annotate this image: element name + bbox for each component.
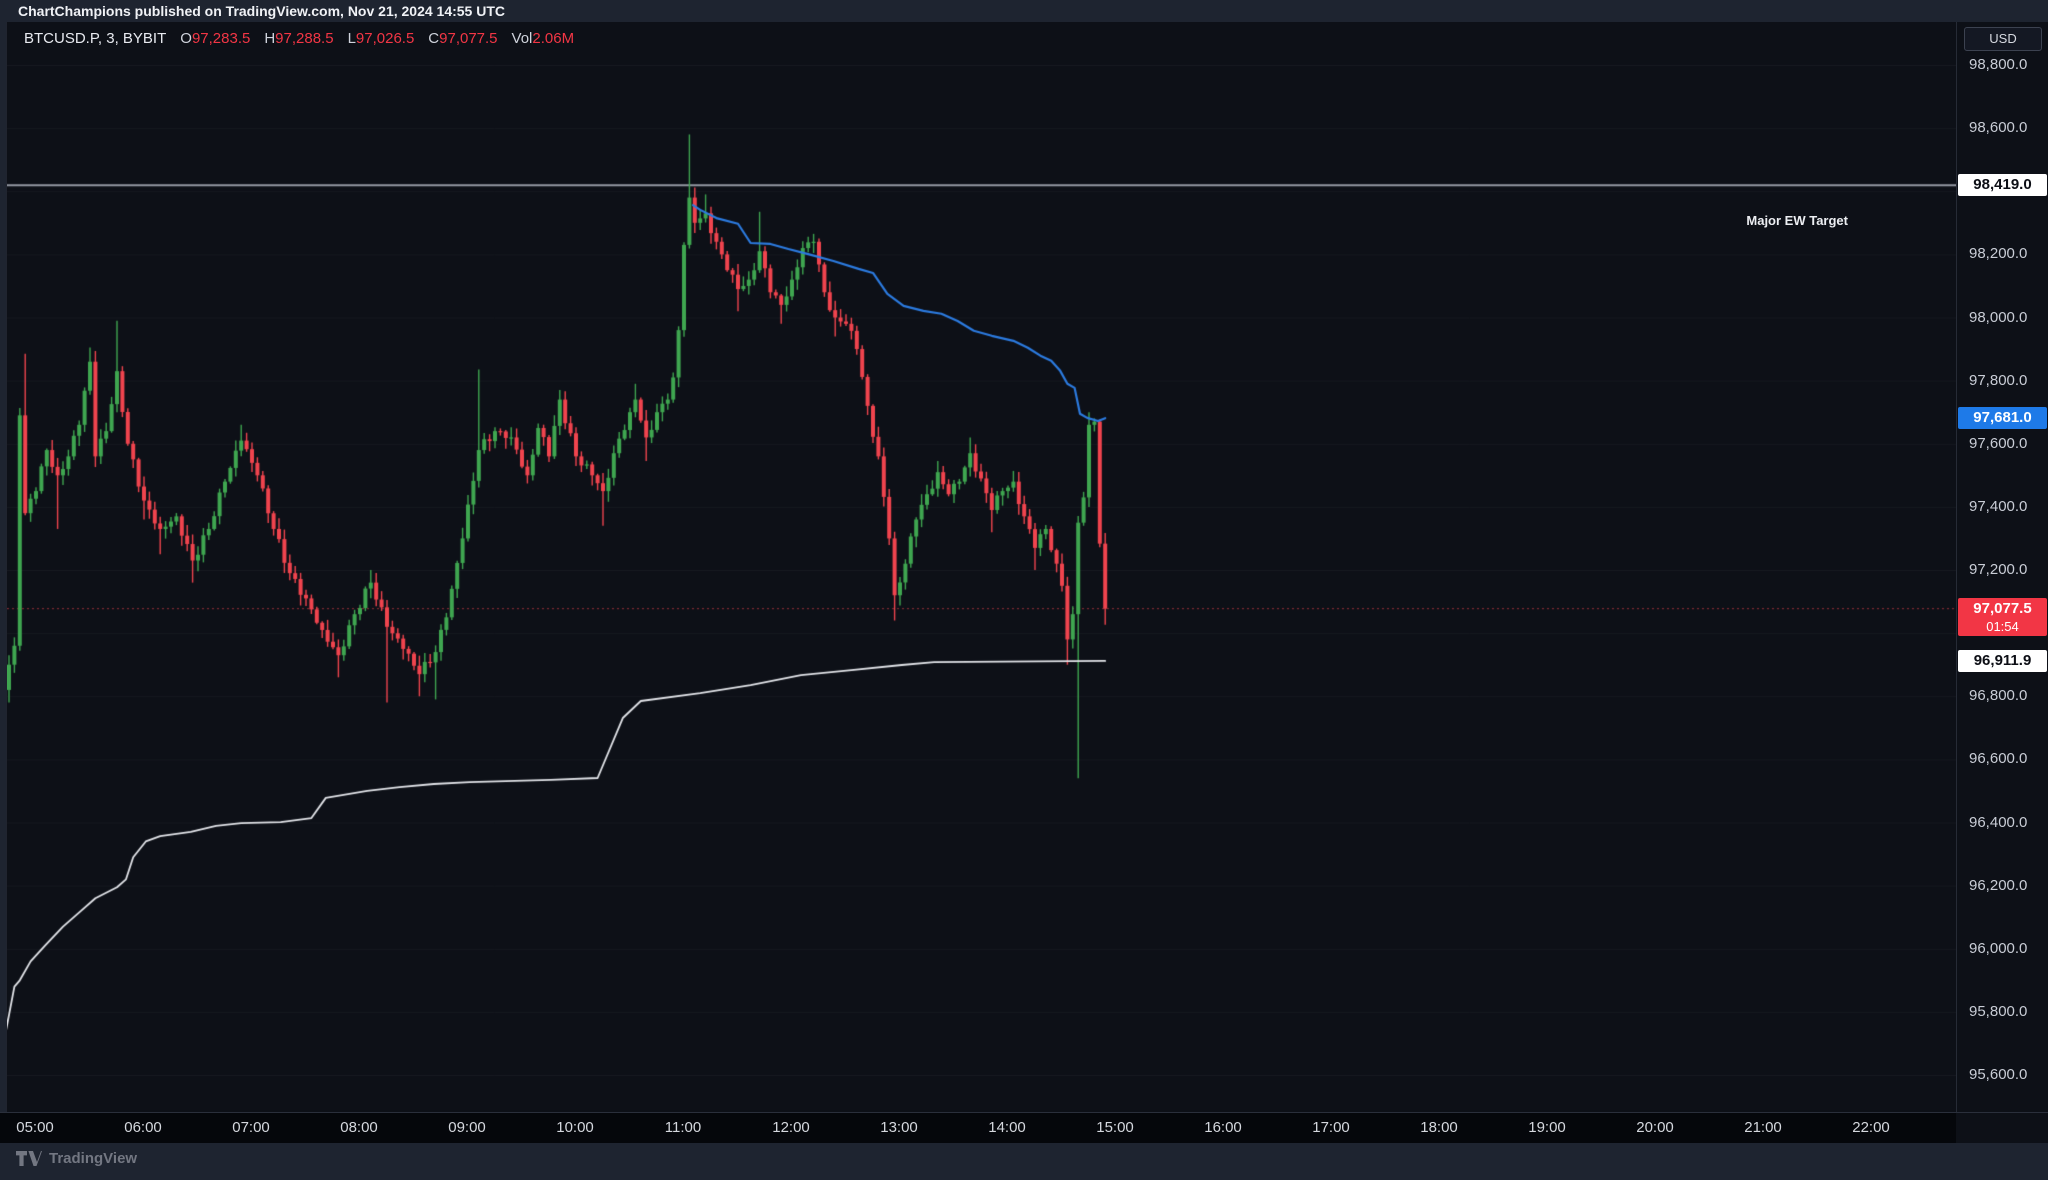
symbol-status-line[interactable]: BTCUSD.P, 3, BYBIT O97,283.5 H97,288.5 L97,…: [24, 30, 574, 47]
time-tick: 09:00: [448, 1119, 486, 1136]
chart-pane[interactable]: Major EW Target: [6, 22, 1957, 1112]
price-tick: 97,400.0: [1969, 497, 2028, 515]
price-axis[interactable]: USD 98,800.0 98,600.0 98,200.0 98,000.0 97,8…: [1956, 22, 2048, 1143]
volume-label: Vol: [511, 30, 533, 47]
time-tick: 08:00: [340, 1119, 378, 1136]
volume-value: 2.06M: [532, 30, 575, 47]
ohlc-value-H: 97,288.5: [275, 30, 334, 47]
time-tick: 19:00: [1528, 1119, 1566, 1136]
price-tick: 96,800.0: [1969, 687, 2028, 705]
price-tick: 97,800.0: [1969, 371, 2028, 389]
time-tick: 06:00: [124, 1119, 162, 1136]
price-tick: 98,000.0: [1969, 308, 2028, 326]
price-tick: 98,800.0: [1969, 56, 2028, 73]
ohlc-value-C: 97,077.5: [439, 30, 498, 47]
time-tick: 11:00: [664, 1119, 702, 1136]
price-tick: 96,600.0: [1969, 750, 2028, 768]
price-tick: 95,600.0: [1969, 1066, 2028, 1083]
time-tick: 15:00: [1096, 1119, 1134, 1136]
price-tick: 97,200.0: [1969, 561, 2028, 578]
price-chart-canvas[interactable]: [7, 22, 1957, 1112]
symbol-title[interactable]: BTCUSD.P, 3, BYBIT: [24, 30, 167, 47]
ohlc-label-O: O: [180, 30, 192, 47]
currency-toggle-button[interactable]: USD: [1964, 27, 2042, 51]
price-tick: 98,600.0: [1969, 119, 2028, 137]
time-tick: 07:00: [232, 1119, 270, 1136]
tradingview-logo-icon: [16, 1151, 42, 1166]
candle-countdown: 01:54: [1986, 618, 2019, 634]
price-tick: 96,400.0: [1969, 813, 2028, 831]
price-tick: 96,000.0: [1969, 939, 2028, 957]
time-tick: 12:00: [772, 1119, 810, 1136]
time-tick: 18:00: [1420, 1119, 1458, 1136]
time-tick: 13:00: [880, 1119, 918, 1136]
ohlc-value-O: 97,283.5: [191, 30, 251, 47]
last-price-badge: 97,077.5 01:54: [1958, 597, 2047, 636]
time-tick: 20:00: [1636, 1119, 1674, 1136]
ew-target-annotation: Major EW Target: [1746, 213, 1848, 228]
ma-price-badge: 97,681.0: [1958, 407, 2047, 430]
publish-text: ChartChampions published on TradingView.…: [18, 3, 506, 19]
ew-target-price-badge: 98,419.0: [1958, 174, 2047, 197]
oi-line-price-badge: 96,911.9: [1958, 649, 2047, 672]
tradingview-attribution-text: TradingView: [49, 1150, 138, 1167]
tradingview-attribution[interactable]: TradingView: [16, 1150, 137, 1167]
ohlc-label-H: H: [264, 30, 276, 47]
publish-bar: ChartChampions published on TradingView.…: [0, 0, 2048, 22]
price-tick: 97,600.0: [1969, 434, 2028, 452]
time-axis-corner: [1956, 1112, 2048, 1143]
time-tick: 10:00: [556, 1119, 594, 1136]
time-tick: 17:00: [1312, 1119, 1350, 1136]
ohlc-label-L: L: [347, 30, 356, 47]
price-tick: 96,200.0: [1969, 876, 2028, 894]
time-tick: 16:00: [1204, 1119, 1242, 1136]
time-tick: 05:00: [16, 1119, 54, 1136]
time-tick: 14:00: [988, 1119, 1026, 1136]
time-tick: 22:00: [1852, 1119, 1890, 1136]
price-tick: 95,800.0: [1969, 1002, 2028, 1020]
ohlc-label-C: C: [428, 30, 440, 47]
price-tick: 98,200.0: [1969, 245, 2028, 263]
ohlc-value-L: 97,026.5: [355, 30, 415, 47]
time-tick: 21:00: [1744, 1119, 1782, 1136]
time-axis[interactable]: 05:00 06:00 07:00 08:00 09:00 10:00 11:00 12:00…: [0, 1112, 1956, 1143]
